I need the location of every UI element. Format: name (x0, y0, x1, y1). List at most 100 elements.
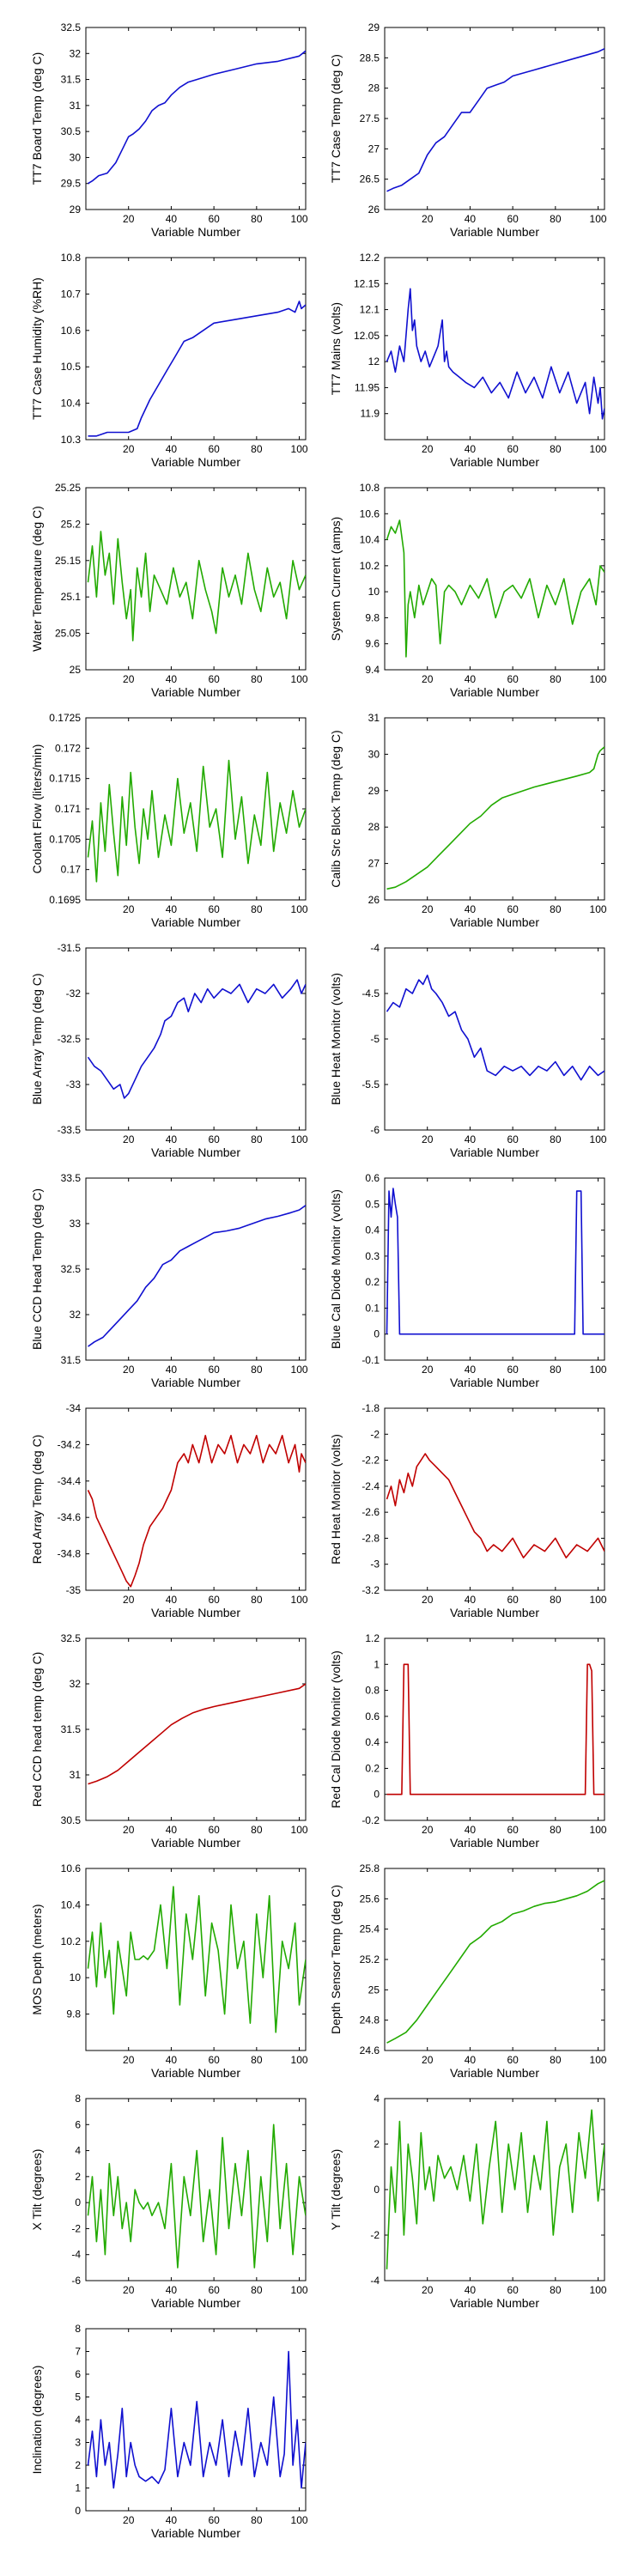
x-tick-label: 100 (590, 2054, 607, 2066)
x-tick-label: 60 (208, 903, 220, 915)
y-axis-label: TT7 Case Humidity (%RH) (30, 277, 44, 420)
x-tick-label: 60 (507, 1364, 519, 1376)
chart-panel-11: 20 40 60 80 100 31.5 32 32.5 33 33.5 Variable Numb… (30, 1172, 308, 1389)
x-tick-label: 80 (550, 1364, 562, 1376)
y-tick-label: -5.5 (361, 1078, 380, 1091)
y-tick-label: 10.8 (61, 252, 82, 264)
x-axis-label: Variable Number (450, 1836, 539, 1850)
x-tick-label: 40 (166, 443, 178, 455)
y-tick-label: 27 (368, 143, 380, 155)
y-tick-label: 10.8 (360, 482, 380, 494)
x-tick-label: 100 (590, 1594, 607, 1606)
x-tick-label: 60 (507, 903, 519, 915)
y-tick-label: 25.15 (55, 555, 81, 567)
y-tick-label: 0.6 (365, 1710, 380, 1722)
y-axis-label: System Current (amps) (329, 517, 343, 641)
y-tick-label: -2 (370, 1428, 380, 1440)
x-tick-label: 60 (507, 1824, 519, 1836)
y-tick-label: -2.2 (361, 1455, 380, 1467)
y-tick-label: 0.2 (365, 1762, 380, 1774)
y-tick-label: 0.6 (365, 1172, 380, 1184)
x-tick-label: 80 (550, 2054, 562, 2066)
x-tick-label: 20 (123, 673, 135, 685)
x-tick-label: 100 (291, 443, 308, 455)
x-tick-label: 80 (251, 673, 263, 685)
y-tick-label: 25.25 (55, 482, 81, 494)
chart-panel-14: 20 40 60 80 100 -3.2 -3 -2.8 -2.6 -2.4 -2.2 -2 -1.8 V… (329, 1402, 607, 1619)
x-axis-label: Variable Number (151, 225, 240, 239)
y-tick-label: -0.2 (361, 1814, 380, 1826)
chart-panel-2: 20 40 60 80 100 26 26.5 27 27.5 28 28.5 29 Variable … (329, 21, 607, 239)
x-tick-label: 40 (465, 903, 477, 915)
series-line-1 (386, 975, 605, 1081)
y-tick-label: 0.1 (365, 1302, 380, 1314)
x-tick-label: 40 (166, 673, 178, 685)
x-axis-label: Variable Number (450, 1145, 539, 1159)
y-tick-label: 10.4 (360, 534, 380, 546)
chart-panel-9: 20 40 60 80 100 -33.5 -33 -32.5 -32 -31.5 Variable… (30, 942, 308, 1159)
x-axis-label: Variable Number (450, 1376, 539, 1389)
y-tick-label: 32 (70, 47, 82, 59)
y-tick-label: 32.5 (61, 21, 82, 33)
series-line-1 (88, 301, 306, 437)
chart-panel-5: 20 40 60 80 100 25 25.05 25.1 25.15 25.2 25.25 Vari… (30, 482, 308, 699)
x-axis-label: Variable Number (450, 915, 539, 929)
y-tick-label: 6 (75, 2368, 81, 2380)
y-tick-label: -2.4 (361, 1480, 380, 1492)
x-tick-label: 100 (291, 1133, 308, 1145)
x-tick-label: 20 (422, 1824, 434, 1836)
x-tick-label: 40 (465, 1364, 477, 1376)
chart-panel-7: 20 40 60 80 100 0.1695 0.17 0.1705 0.171 0.1715 0.… (30, 712, 308, 929)
chart-panel-13: 20 40 60 80 100 -35 -34.8 -34.6 -34.4 -34.2 -34 Var… (30, 1402, 308, 1619)
y-tick-label: 8 (75, 2323, 81, 2335)
y-tick-label: -34.2 (58, 1438, 82, 1450)
y-tick-label: 0.1725 (49, 712, 81, 724)
y-tick-label: 27 (368, 858, 380, 870)
x-tick-label: 60 (208, 1824, 220, 1836)
series-line-1 (87, 2350, 306, 2489)
chart-panel-8: 20 40 60 80 100 26 27 28 29 30 31 Variable Number Ca… (329, 712, 607, 929)
x-tick-label: 20 (422, 443, 434, 455)
plot-area (85, 1637, 307, 1821)
y-tick-label: 11.9 (361, 408, 380, 420)
x-tick-label: 20 (123, 443, 135, 455)
plot-area (384, 1868, 605, 2051)
y-axis-label: Blue Heat Monitor (volts) (329, 973, 343, 1105)
y-tick-label: -2.8 (361, 1532, 380, 1544)
series-line-1 (386, 288, 605, 420)
x-tick-label: 20 (123, 2054, 135, 2066)
plot-area (85, 257, 307, 440)
y-tick-label: -3.2 (361, 1584, 380, 1596)
y-tick-label: -6 (370, 1124, 380, 1136)
y-tick-label: 25.8 (360, 1862, 380, 1874)
chart-panel-10: 20 40 60 80 100 -6 -5.5 -5 -4.5 -4 Variable Number… (329, 942, 607, 1159)
series-line-1 (87, 1435, 306, 1588)
y-tick-label: -5 (370, 1033, 380, 1045)
chart-panel-21: 20 40 60 80 100 0 1 2 3 4 5 6 7 8 Variable Number Incli… (30, 2323, 308, 2540)
y-tick-label: -34.8 (58, 1548, 82, 1560)
x-tick-label: 20 (422, 903, 434, 915)
y-tick-label: 10.3 (61, 434, 82, 446)
series-line-1 (88, 1205, 306, 1347)
x-tick-label: 100 (291, 903, 308, 915)
x-tick-label: 40 (465, 213, 477, 225)
y-tick-label: 0.1695 (49, 894, 81, 906)
y-tick-label: -32.5 (58, 1033, 82, 1045)
plot-area (384, 1637, 605, 1821)
y-tick-label: 1 (75, 2482, 81, 2494)
y-axis-label: Calib Src Block Temp (deg C) (329, 730, 343, 887)
y-tick-label: 0 (75, 2505, 81, 2517)
y-tick-label: -4 (370, 942, 380, 954)
x-tick-label: 60 (208, 1594, 220, 1606)
x-tick-label: 20 (123, 1824, 135, 1836)
x-tick-label: 20 (422, 2054, 434, 2066)
x-tick-label: 60 (208, 2514, 220, 2526)
x-tick-label: 60 (208, 2054, 220, 2066)
x-axis-label: Variable Number (450, 2296, 539, 2310)
y-axis-label: Blue Array Temp (deg C) (30, 973, 44, 1104)
y-tick-label: -3 (370, 1558, 380, 1571)
plot-area (384, 947, 605, 1131)
y-tick-label: 2 (374, 2138, 380, 2150)
x-tick-label: 20 (123, 2514, 135, 2526)
y-tick-label: 30.5 (61, 125, 82, 137)
